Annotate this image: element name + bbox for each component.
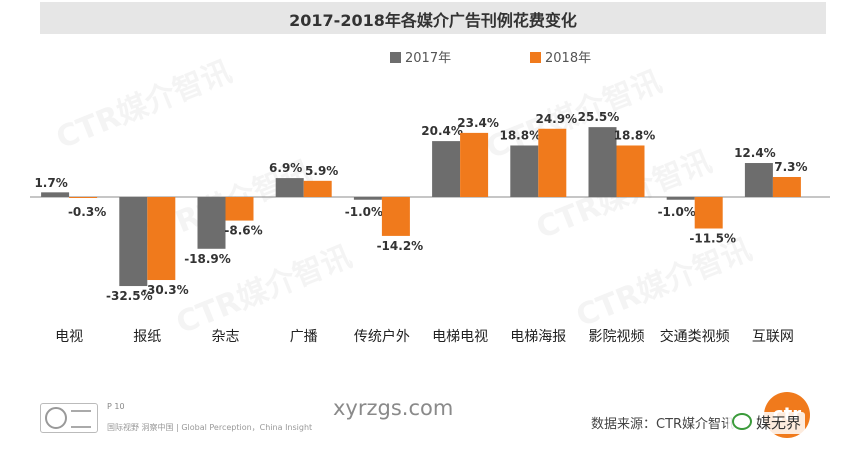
bar-2018 (303, 180, 332, 197)
legend-label-2018: 2018年 (545, 51, 592, 66)
legend-swatch-2017 (390, 52, 401, 63)
bar-2017 (510, 145, 539, 197)
chart-legend: 2017年 2018年 (0, 47, 864, 67)
title-bar: 2017-2018年各媒介广告刊例花费变化 (40, 2, 826, 34)
bar-2018 (381, 197, 410, 236)
data-label: -14.2% (377, 239, 424, 253)
data-label: -32.5% (106, 289, 153, 303)
legend-item-2018: 2018年 (530, 47, 591, 66)
data-label: 5.9% (305, 164, 338, 178)
bar-2017 (744, 163, 773, 197)
category-label: 电视 (55, 329, 83, 345)
category-label: 传统户外 (354, 328, 410, 345)
standard-mark-icon (71, 410, 91, 428)
bar-2018 (694, 197, 723, 229)
quality-mark-icon (45, 407, 67, 429)
category-label: 电梯海报 (510, 329, 566, 345)
bar-2017 (119, 197, 148, 287)
data-label: 23.4% (457, 116, 499, 130)
data-label: 6.9% (269, 161, 302, 175)
data-label: 25.5% (578, 110, 620, 124)
legend-swatch-2018 (530, 52, 541, 63)
wechat-account-name: 媒无界 (756, 414, 802, 432)
bar-2018 (225, 197, 254, 221)
data-label: 18.8% (499, 128, 541, 142)
bar-2018 (538, 128, 567, 197)
chart-title: 2017-2018年各媒介广告刊例花费变化 (289, 11, 577, 30)
bar-2018 (69, 197, 98, 198)
footer-slogan: 国际视野 洞察中国 | Global Perception，China Insi… (107, 423, 313, 432)
legend-label-2017: 2017年 (405, 51, 452, 66)
data-label: 1.7% (34, 176, 67, 190)
data-label: -1.0% (345, 205, 383, 219)
category-label: 互联网 (752, 329, 794, 345)
wechat-icon (732, 413, 752, 430)
data-label: -18.9% (184, 252, 231, 266)
bar-2017 (275, 178, 304, 197)
bar-2018 (616, 145, 645, 197)
bar-2018 (460, 132, 489, 197)
category-label: 电梯电视 (432, 329, 488, 345)
bar-2017 (432, 141, 461, 197)
category-label: 杂志 (212, 329, 240, 345)
data-label: 20.4% (421, 124, 463, 138)
data-label: 18.8% (614, 128, 656, 142)
bar-2017 (353, 197, 382, 200)
wechat-badge: 媒无界 (728, 412, 806, 434)
data-label: -30.3% (142, 283, 189, 297)
data-label: 12.4% (734, 146, 776, 160)
watermark-url: xyrzgs.com (333, 396, 454, 420)
data-source: 数据来源：CTR媒介智讯 (591, 417, 735, 432)
bar-2017 (666, 197, 695, 200)
data-label: -11.5% (689, 232, 736, 246)
category-label: 影院视频 (589, 329, 645, 345)
data-label: 7.3% (774, 160, 807, 174)
data-label: 24.9% (535, 112, 577, 126)
data-label: -0.3% (68, 205, 106, 219)
legend-item-2017: 2017年 (390, 47, 451, 66)
bar-2018 (772, 176, 801, 197)
bar-2017 (41, 192, 70, 197)
data-label: -8.6% (224, 224, 262, 238)
bar-2017 (197, 197, 226, 249)
bar-2017 (588, 127, 617, 197)
certification-logo (40, 403, 98, 433)
data-label: -1.0% (658, 205, 696, 219)
bar-2018 (147, 197, 176, 281)
category-label: 报纸 (133, 329, 161, 345)
category-label: 交通类视频 (660, 328, 730, 345)
category-label: 广播 (290, 329, 318, 345)
page-number: P 10 (107, 402, 125, 411)
